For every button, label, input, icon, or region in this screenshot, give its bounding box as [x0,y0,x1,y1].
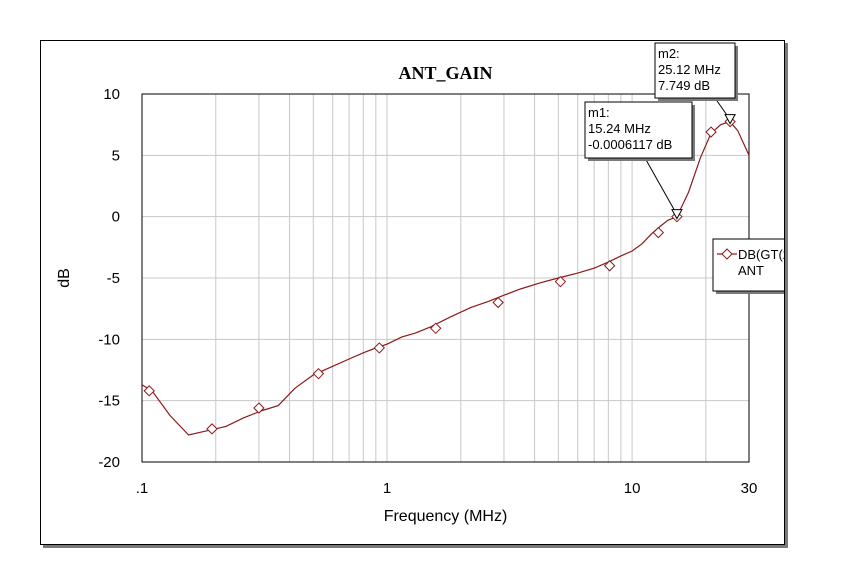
ant-gain-chart: ANT_GAIN 10 5 0 -5 -10 -15 -20 .1 1 10 30 Frequen… [56,42,784,525]
x-tick-label: .1 [136,480,149,497]
diamond-marker [253,402,265,414]
chart-title: ANT_GAIN [398,63,492,83]
x-axis-ticks: .1 1 10 30 [136,480,758,497]
annotation-box-m1 [584,101,693,159]
diamond-marker [206,423,218,435]
marker-annotations: m1:15.24 MHz-0.0006117 dB m2:25.12 MHz7.7… [584,42,738,220]
y-axis-label: dB [56,268,73,288]
diamond-marker [373,342,386,354]
annotation-name: m2: [658,46,680,61]
x-tick-label: 10 [624,480,641,497]
x-tick-label: 30 [741,480,758,497]
diamond-marker [143,385,155,397]
marker-triangle-m2 [724,114,736,125]
y-tick-label: 5 [112,147,120,164]
y-tick-label: 0 [112,209,120,226]
legend-series-sub: ANT [738,263,764,278]
legend-box [712,238,784,292]
diamond-marker [603,260,616,272]
chart-frame: ANT_GAIN 10 5 0 -5 -10 -15 -20 .1 1 10 30 Frequen… [40,40,785,545]
annotation-freq: 15.24 MHz [588,121,651,136]
legend: DB(GT(2,1))ANT [712,238,784,294]
y-axis-ticks: 10 5 0 -5 -10 -15 -20 [98,86,120,471]
y-tick-label: -15 [98,393,120,410]
legend-marker [721,248,733,260]
annotation-value: -0.0006117 dB [588,137,672,152]
diamond-marker [652,226,665,239]
series-markers [143,115,736,435]
y-tick-label: 10 [103,86,120,103]
annotation-value: 7.749 dB [658,78,710,93]
annotation-freq: 25.12 MHz [658,62,721,77]
x-tick-label: 1 [383,480,391,497]
x-axis-label: Frequency (MHz) [384,508,508,525]
annotation-leader-m1 [644,157,678,215]
y-tick-label: -10 [98,331,120,348]
diamond-marker [312,367,325,380]
y-tick-label: -20 [98,454,120,471]
annotation-name: m1: [588,105,610,120]
y-tick-label: -5 [107,270,120,287]
legend-series-name: DB(GT(2,1)) [738,247,784,262]
annotation-box-m2 [654,42,736,99]
diamond-marker [705,126,717,138]
diamond-marker [430,322,442,335]
marker-triangle-m1 [671,209,683,220]
diamond-marker [554,275,567,288]
diamond-marker [492,296,504,309]
